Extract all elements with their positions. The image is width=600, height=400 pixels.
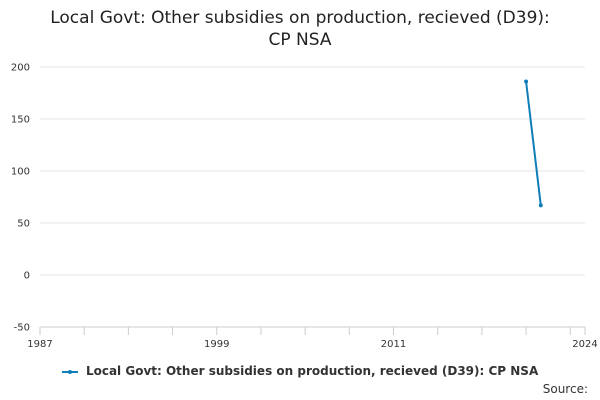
series-layer (524, 79, 543, 208)
gridlines (40, 66, 585, 328)
chart-title: Local Govt: Other subsidies on productio… (50, 8, 550, 50)
x-tick-label-0: 1987 (27, 339, 52, 350)
x-tick-label-2: 2011 (381, 339, 406, 350)
legend-label: Local Govt: Other subsidies on productio… (85, 364, 539, 378)
x-axis-tick-labels: 1987 1999 2011 2024 (27, 339, 597, 350)
x-axis (39, 327, 586, 335)
y-tick-label-1: 150 (11, 115, 30, 126)
y-axis-tick-labels: 200 150 100 50 0 -50 (11, 63, 30, 334)
y-tick-label-5: -50 (14, 323, 30, 334)
x-tick-label-1: 1999 (204, 339, 229, 350)
data-point-0-0[interactable] (524, 79, 529, 84)
x-tick-label-3: 2024 (572, 339, 597, 350)
data-point-0-1[interactable] (538, 203, 543, 208)
legend[interactable]: Local Govt: Other subsidies on productio… (0, 364, 600, 378)
legend-swatch-icon (61, 367, 78, 377)
y-tick-label-4: 0 (24, 271, 30, 282)
y-tick-label-3: 50 (17, 219, 30, 230)
source-label: Source: (542, 382, 588, 396)
y-tick-label-0: 200 (11, 63, 30, 74)
series-line-0 (525, 81, 542, 206)
y-tick-label-2: 100 (11, 167, 30, 178)
